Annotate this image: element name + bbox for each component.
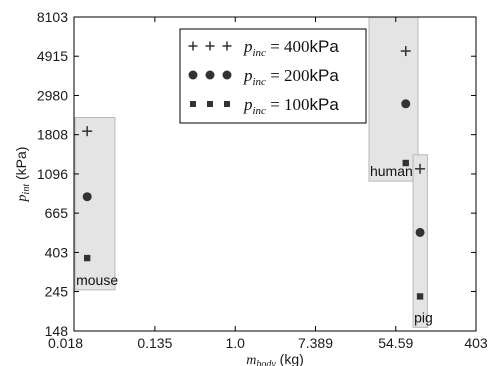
legend-label-p100: pinc = 100kPa — [243, 95, 339, 117]
point-p200 — [401, 99, 411, 109]
group-label-mouse: mouse — [76, 272, 118, 288]
point-p400 — [82, 126, 93, 137]
legend-marker-p400 — [188, 41, 198, 51]
y-tick-label: 245 — [45, 283, 69, 299]
legend-marker-p100 — [224, 101, 230, 107]
legend: pinc = 400kPa pinc = 200kPa pinc = 100kPa — [179, 28, 367, 124]
y-tick-label: 148 — [45, 323, 69, 339]
point-p400 — [415, 163, 426, 174]
data-points — [82, 46, 426, 300]
y-tick-label: 8103 — [37, 9, 68, 25]
legend-marker-p400 — [205, 41, 215, 51]
point-p200 — [415, 227, 425, 237]
x-tick-label: 403 — [464, 335, 488, 351]
group-label-human: human — [370, 163, 413, 179]
x-axis-label: mbody (kg) — [246, 351, 304, 366]
group-boxes: mouse human pig — [74, 16, 433, 328]
point-p100 — [416, 293, 424, 300]
legend-marker-p200 — [188, 70, 198, 80]
x-tick-label: 0.135 — [137, 335, 172, 351]
x-tick-label: 0.018 — [48, 335, 83, 351]
x-tick-label: 7.389 — [298, 335, 333, 351]
legend-items: pinc = 400kPa pinc = 200kPa pinc = 100kPa — [188, 37, 339, 117]
legend-marker-p100 — [190, 101, 196, 107]
group-box-human — [368, 16, 419, 182]
legend-label-p400: pinc = 400kPa — [243, 37, 339, 59]
point-p100 — [83, 254, 91, 262]
x-tick-label: 54.59 — [378, 335, 413, 351]
legend-label-p200: pinc = 200kPa — [243, 66, 339, 88]
group-box-mouse — [74, 117, 116, 291]
x-tick-label: 1.0 — [226, 335, 246, 351]
axis-ticks: 0.018 0.135 1.0 7.389 54.59 403 148 245 403 665 10… — [37, 9, 488, 351]
point-p200 — [82, 192, 92, 202]
legend-marker-p200 — [222, 70, 232, 80]
y-tick-label: 665 — [45, 205, 69, 221]
legend-marker-p400 — [222, 41, 232, 51]
y-tick-label: 1096 — [37, 166, 68, 182]
legend-marker-p200 — [205, 70, 215, 80]
point-p100 — [402, 159, 409, 167]
y-tick-label: 2980 — [37, 87, 68, 103]
y-tick-label: 403 — [45, 244, 69, 260]
y-tick-label: 1808 — [37, 127, 68, 143]
y-tick-label: 4915 — [37, 48, 68, 64]
point-p400 — [400, 46, 411, 57]
group-label-pig: pig — [414, 309, 433, 325]
group-box-pig — [412, 154, 428, 328]
legend-marker-p100 — [207, 101, 213, 107]
y-axis-label: pint (kPa) — [13, 147, 32, 203]
